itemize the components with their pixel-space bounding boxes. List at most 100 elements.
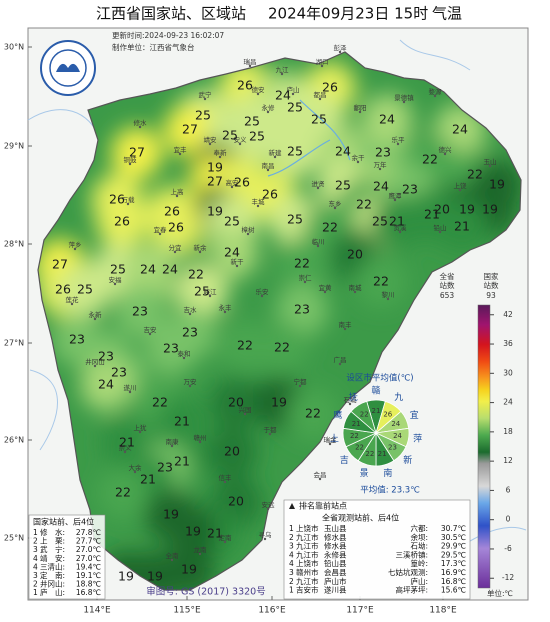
city-label: 鄱阳 — [354, 103, 367, 112]
city-marker — [458, 188, 462, 192]
temperature-label: 21 — [140, 472, 156, 487]
rank-cell: 遂川县 — [324, 585, 347, 595]
temperature-label: 25 — [287, 212, 303, 227]
temperature-label: 25 — [244, 114, 260, 129]
temperature-label: 23 — [111, 365, 127, 380]
pie-value: 21 — [352, 420, 361, 428]
lat-label: 29°N — [4, 142, 24, 151]
city-marker — [316, 186, 320, 190]
rank-cell: 三清山: — [40, 561, 65, 571]
city-label: 石城 — [344, 396, 358, 404]
temperature-label: 24 — [98, 377, 114, 392]
rank-cell: 修水县 — [324, 541, 347, 551]
city-label: 宁都 — [294, 377, 308, 386]
temperature-label: 21 — [389, 214, 405, 229]
pie-slice — [350, 400, 377, 435]
rank-cell: 1 — [289, 586, 294, 595]
city-label: 湖口 — [316, 57, 329, 66]
temperature-label: 20 — [434, 202, 450, 217]
temperature-label: 21 — [174, 414, 190, 429]
producer: 制作单位：江西省气象台 — [112, 42, 195, 52]
rank-cell: 4 — [289, 550, 294, 559]
city-label: 信丰 — [219, 473, 233, 482]
city-marker — [148, 332, 152, 336]
temperature-label: 22 — [467, 167, 483, 182]
rank-cell: 赣州市 — [296, 567, 319, 577]
city-label: 婺源 — [429, 87, 443, 96]
city-label: 德安 — [252, 85, 266, 94]
temperature-label: 19 — [147, 569, 163, 584]
city-marker — [263, 537, 267, 541]
pie-city: 景 — [360, 468, 369, 479]
city-marker — [248, 64, 252, 68]
scale-tick-label: 6 — [506, 485, 511, 494]
pie-value: 21 — [372, 407, 381, 415]
rank-cell: 玉山县 — [324, 523, 347, 533]
city-label: 新建 — [269, 148, 283, 157]
city-marker — [198, 552, 202, 556]
city-marker — [393, 198, 397, 202]
station-rank-title: 全省观测站前、后4位 — [322, 513, 399, 523]
lat-label: 25°N — [4, 534, 24, 543]
city-marker — [438, 230, 442, 234]
rank-cell: 1 — [33, 528, 38, 537]
temperature-area — [96, 196, 148, 248]
lat-label: 28°N — [4, 240, 24, 249]
rank-cell: 庐山: — [410, 576, 428, 586]
update-time: 更新时间:2024-09-23 16:02:07 — [112, 30, 224, 40]
city-label: 新干 — [231, 257, 245, 266]
city-label: 九江 — [276, 65, 290, 74]
temperature-field — [38, 60, 521, 590]
logo — [40, 40, 96, 96]
temperature-label: 25 — [222, 128, 238, 143]
temperature-label: 22 — [237, 338, 253, 353]
city-label: 靖安 — [204, 135, 218, 144]
rank-cell: 1 — [289, 524, 294, 533]
city-label: 丰城 — [252, 197, 266, 206]
city-marker — [291, 92, 295, 96]
city-label: 永修 — [262, 103, 276, 112]
city-label: 峡江 — [204, 287, 218, 296]
pie-value: 22 — [360, 411, 369, 419]
city-label: 进贤 — [312, 179, 326, 188]
city-label: 玉山 — [484, 157, 497, 166]
rank-cell: 庐 山: — [40, 587, 65, 597]
rank-cell: 27.0℃ — [76, 554, 101, 563]
pie-city: 九 — [394, 392, 403, 403]
city-label: 奉新 — [214, 148, 228, 157]
city-label: 南丰 — [339, 320, 353, 329]
rank-cell: 七姑坑观测: — [388, 567, 428, 577]
rank-cell: 29.9℃ — [441, 542, 466, 551]
rank-cell: 靖 安: — [40, 553, 65, 563]
city-label: 彭泽 — [334, 43, 348, 52]
city-label: 东乡 — [329, 199, 342, 208]
city-marker — [188, 312, 192, 316]
city-label: 瑞昌 — [244, 57, 257, 66]
city-marker — [358, 110, 362, 114]
city-marker — [178, 152, 182, 156]
temperature-area — [361, 94, 413, 146]
temperature-label: 22 — [422, 152, 438, 167]
rank-cell: 会昌县 — [324, 567, 347, 577]
temperature-label: 21 — [207, 526, 223, 541]
city-label: 安义 — [234, 135, 248, 144]
rank-cell: 30.7℃ — [441, 524, 466, 533]
city-marker — [170, 444, 174, 448]
city-marker — [256, 204, 260, 208]
city-marker — [378, 167, 382, 171]
city-label: 崇义 — [119, 444, 133, 452]
temperature-label: 26 — [262, 187, 278, 202]
temperature-label: 19 — [118, 569, 134, 584]
city-marker — [303, 280, 307, 284]
scale-tick-label: 0 — [506, 515, 511, 524]
temperature-area — [150, 202, 202, 254]
temperature-label: 19 — [459, 202, 475, 217]
rank-cell: 九江市 — [296, 532, 319, 542]
pie-city: 上 — [330, 433, 339, 444]
temperature-label: 25 — [77, 282, 93, 297]
temperature-label: 26 — [164, 204, 180, 219]
lon-label: 114°E — [83, 606, 111, 616]
national-count-label: 站数 — [484, 280, 499, 290]
